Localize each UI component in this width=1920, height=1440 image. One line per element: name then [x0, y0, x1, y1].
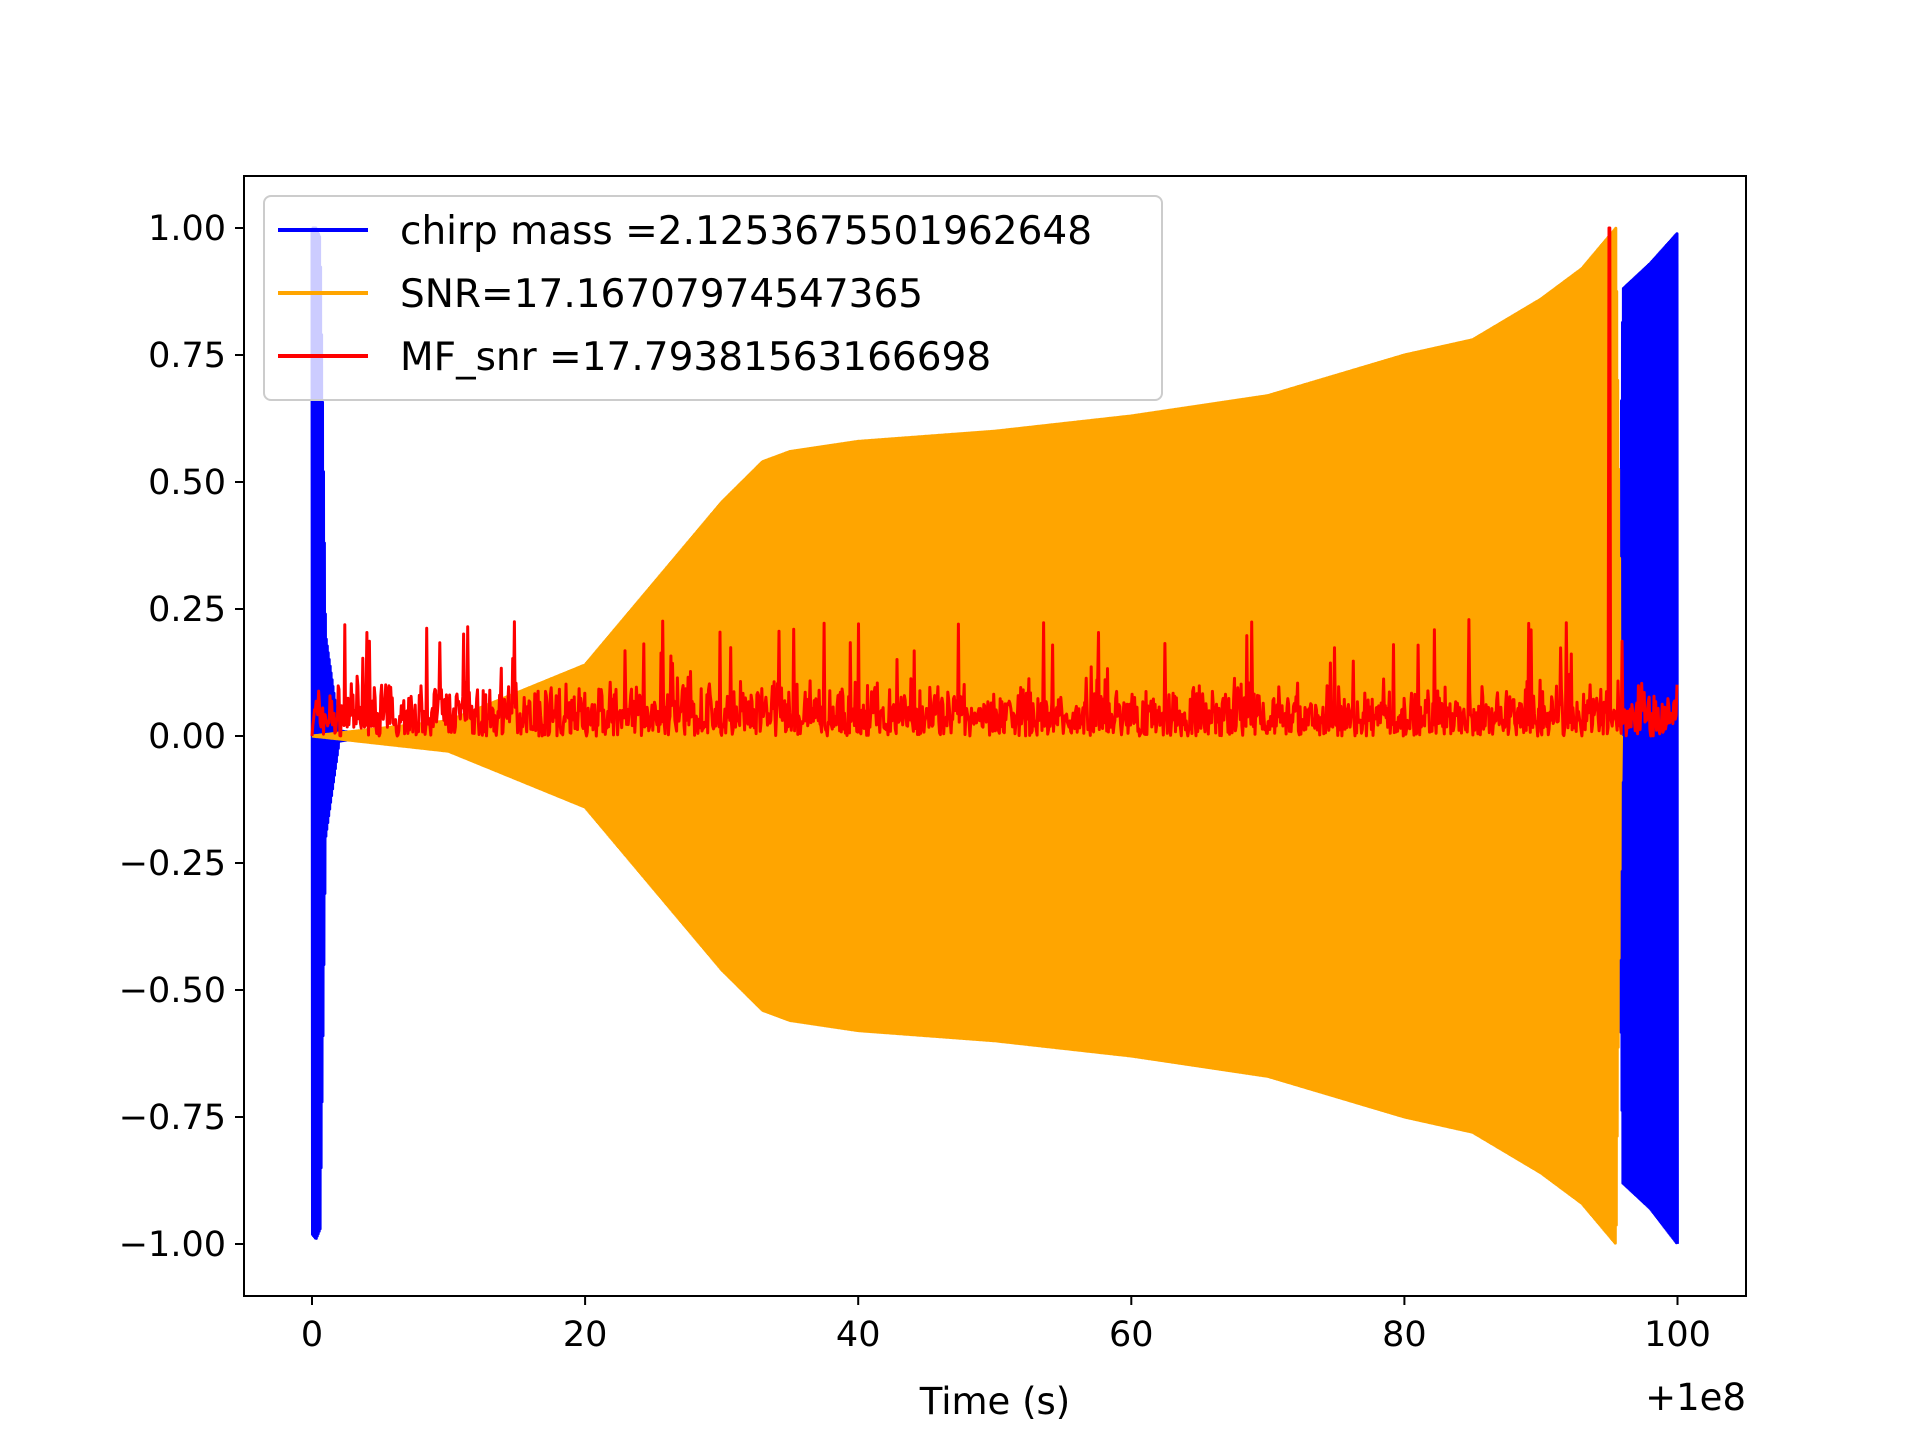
- x-tick-label: 40: [836, 1315, 881, 1355]
- y-tick-label: −0.25: [119, 844, 226, 884]
- y-tick-label: 0.50: [148, 463, 226, 503]
- plot-area: [310, 226, 1679, 1245]
- y-tick-label: 0.75: [148, 336, 226, 376]
- x-tick-label: 0: [301, 1315, 323, 1355]
- legend-label: chirp mass =2.1253675501962648: [400, 209, 1092, 254]
- y-tick-label: −0.75: [119, 1098, 226, 1138]
- y-tick-label: −1.00: [119, 1225, 226, 1265]
- y-tick-label: 0.00: [148, 717, 226, 757]
- y-tick-label: 1.00: [148, 209, 226, 249]
- x-tick-label: 20: [563, 1315, 608, 1355]
- legend-label: MF_snr =17.79381563166698: [400, 335, 991, 380]
- legend: chirp mass =2.1253675501962648 SNR=17.167…: [263, 195, 1163, 401]
- legend-box: [263, 195, 1163, 401]
- x-axis-offset-label: +1e8: [1645, 1376, 1746, 1419]
- y-tick-label: 0.25: [148, 590, 226, 630]
- x-tick-label: 80: [1382, 1315, 1427, 1355]
- x-axis: 0 20 40 60 80 100: [301, 1296, 1711, 1355]
- x-tick-label: 100: [1644, 1315, 1711, 1355]
- series-line: [311, 226, 1623, 1245]
- legend-label: SNR=17.16707974547365: [400, 272, 923, 317]
- y-axis: 1.00 0.75 0.50 0.25 0.00 −0.25 −0.50 −0.75 −1.00: [119, 209, 244, 1265]
- y-tick-label: −0.50: [119, 971, 226, 1011]
- series-line: [310, 226, 1679, 738]
- x-axis-label: Time (s): [919, 1380, 1070, 1423]
- x-tick-label: 60: [1109, 1315, 1154, 1355]
